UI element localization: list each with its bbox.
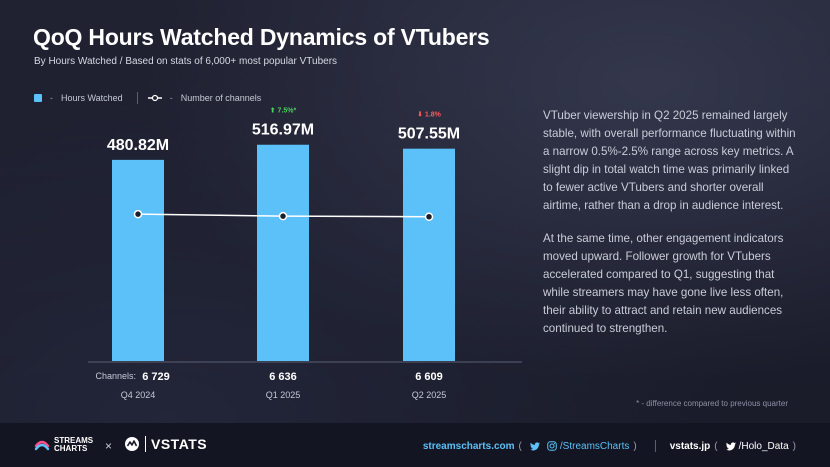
- streamscharts-handle[interactable]: /StreamsCharts: [559, 440, 630, 452]
- legend-line-swatch: [147, 94, 162, 102]
- paren: ): [792, 440, 796, 452]
- streamscharts-link[interactable]: streamscharts.com: [422, 440, 515, 452]
- chart-title: QoQ Hours Watched Dynamics of VTubers: [33, 24, 490, 50]
- bar: [403, 148, 455, 361]
- channels-point: [133, 209, 143, 219]
- channels-prefix-label: Channels:: [95, 371, 136, 381]
- streamscharts-logo-text: STREAMS: [54, 436, 94, 445]
- legend: - Hours Watched - Number of channels: [34, 92, 261, 104]
- vstats-logo-divider: [145, 436, 146, 452]
- channels-count-label: 6 636: [269, 371, 297, 383]
- bar: [257, 144, 309, 361]
- commentary-paragraph: At the same time, other engagement indic…: [543, 232, 784, 335]
- channels-count-label: 6 729: [142, 371, 170, 383]
- streamscharts-logo: STREAMS CHARTS: [34, 437, 93, 453]
- collab-times: ×: [105, 439, 113, 453]
- category-label: Q4 2024: [121, 390, 156, 400]
- bar: [112, 159, 164, 361]
- channels-count-label: 6 609: [415, 371, 443, 383]
- vstats-logo: VSTATS: [124, 436, 207, 452]
- legend-bar-label: Hours Watched: [61, 93, 123, 103]
- change-label: ⬇ 1.8%: [417, 111, 442, 119]
- vstats-handle[interactable]: /Holo_Data: [738, 440, 789, 452]
- footer-links: streamscharts.com ( /StreamsCharts ) vst…: [423, 440, 800, 452]
- footer-separator: [654, 440, 656, 452]
- vstats-logo-text: VSTATS: [151, 436, 208, 452]
- category-label: Q2 2025: [412, 390, 447, 400]
- channels-point: [424, 212, 434, 222]
- bar-value-label: 480.82M: [107, 137, 169, 154]
- vstats-logo-icon: [125, 437, 139, 451]
- legend-bar-swatch: [34, 94, 42, 102]
- channels-point: [278, 211, 288, 221]
- commentary: VTuber viewership in Q2 2025 remained la…: [543, 107, 798, 338]
- streamscharts-logo-icon: [34, 440, 50, 451]
- category-label: Q1 2025: [266, 390, 301, 400]
- bar-value-label: 516.97M: [252, 122, 314, 139]
- legend-dash: -: [169, 93, 173, 103]
- streamscharts-logo-text: CHARTS: [54, 444, 88, 453]
- chart: 480.82M 516.97M ⬆ 7.5%* 507.55M ⬇ 1.8% Channe…: [88, 107, 522, 400]
- vstats-link[interactable]: vstats.jp: [669, 440, 711, 452]
- legend-separator: [136, 92, 138, 104]
- twitter-icon[interactable]: [725, 441, 736, 451]
- legend-line-label: Number of channels: [180, 93, 262, 103]
- twitter-icon[interactable]: [529, 441, 540, 451]
- paren: ): [633, 440, 637, 452]
- legend-dash: -: [50, 93, 53, 103]
- commentary-paragraph: VTuber viewership in Q2 2025 remained la…: [543, 109, 796, 212]
- footnote: * - difference compared to previous quar…: [636, 399, 788, 408]
- bar-value-label: 507.55M: [398, 126, 460, 143]
- paren: (: [518, 440, 522, 452]
- chart-subtitle: By Hours Watched / Based on stats of 6,0…: [34, 56, 338, 67]
- paren: (: [714, 440, 718, 452]
- instagram-icon[interactable]: [547, 441, 557, 451]
- change-label: ⬆ 7.5%*: [270, 107, 297, 115]
